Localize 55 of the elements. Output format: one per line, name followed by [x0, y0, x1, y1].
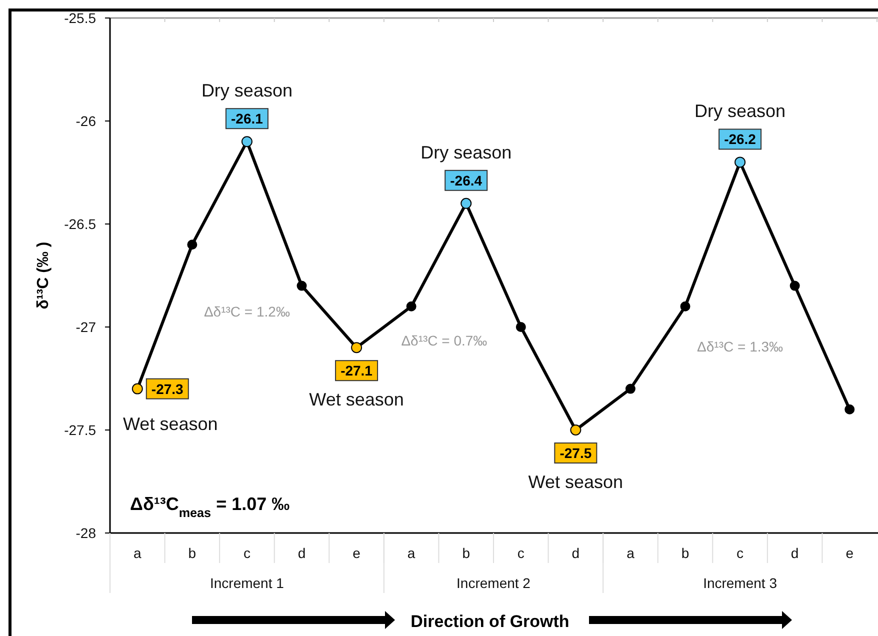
x-tick-label: e — [352, 545, 361, 561]
point — [406, 301, 416, 312]
y-tick-label: -26.5 — [64, 216, 96, 232]
annotation: Δδ¹³C$_{meas}$ = 1.07 ‰ — [130, 494, 290, 520]
annotation: Δδ¹³C = 1.2‰ — [204, 304, 290, 320]
x-tick-label: a — [626, 545, 635, 561]
point — [680, 301, 690, 312]
annotation: Dry season — [694, 101, 786, 122]
annotation: Dry season — [201, 80, 292, 101]
x-tick-label: b — [188, 545, 196, 561]
annotation: Dry season — [420, 142, 512, 162]
point — [351, 342, 362, 354]
text: Increment 1 — [210, 575, 284, 591]
point — [241, 136, 252, 148]
text: Direction of Growth — [410, 612, 570, 631]
point — [625, 384, 636, 394]
x-tick-label: e — [846, 545, 854, 561]
annotation: Δδ¹³C = 0.7‰ — [401, 332, 488, 349]
x-tick-label: c — [517, 545, 524, 561]
data-label: -27.5 — [560, 445, 592, 461]
y-tick-label: -25.5 — [64, 10, 96, 26]
point — [790, 280, 800, 291]
y-axis-title: δ¹³C (‰ ) — [35, 242, 52, 310]
data-label: -26.1 — [231, 110, 264, 127]
annotation: Wet season — [309, 390, 404, 410]
point — [734, 156, 746, 168]
point — [516, 322, 526, 332]
annotation: Δδ¹³C = 1.3‰ — [697, 338, 784, 355]
x-tick-label: a — [407, 545, 416, 561]
point — [296, 280, 307, 291]
y-tick-label: -27 — [76, 319, 96, 335]
x-tick-label: d — [298, 545, 306, 561]
y-tick-label: -26 — [76, 113, 96, 129]
data-label: -27.1 — [340, 362, 373, 379]
x-tick-label: c — [736, 545, 744, 561]
point — [844, 404, 855, 414]
x-tick-label: b — [681, 545, 690, 561]
x-tick-label: a — [133, 545, 142, 561]
point — [187, 240, 198, 250]
x-tick-label: d — [572, 545, 580, 561]
y-tick-label: -28 — [76, 525, 96, 541]
data-label: -26.4 — [450, 172, 482, 188]
text: Increment 3 — [703, 575, 778, 591]
point — [570, 424, 582, 436]
annotation: Wet season — [528, 472, 624, 492]
point — [460, 198, 472, 209]
y-tick-label: -27.5 — [64, 422, 96, 438]
point — [132, 383, 143, 394]
x-tick-label: c — [243, 545, 250, 561]
x-tick-label: b — [462, 545, 470, 561]
data-label: -27.3 — [151, 380, 184, 397]
text: Increment 2 — [456, 575, 531, 591]
annotation: Wet season — [123, 414, 218, 434]
x-tick-label: d — [790, 545, 799, 561]
data-label: -26.2 — [724, 131, 756, 148]
